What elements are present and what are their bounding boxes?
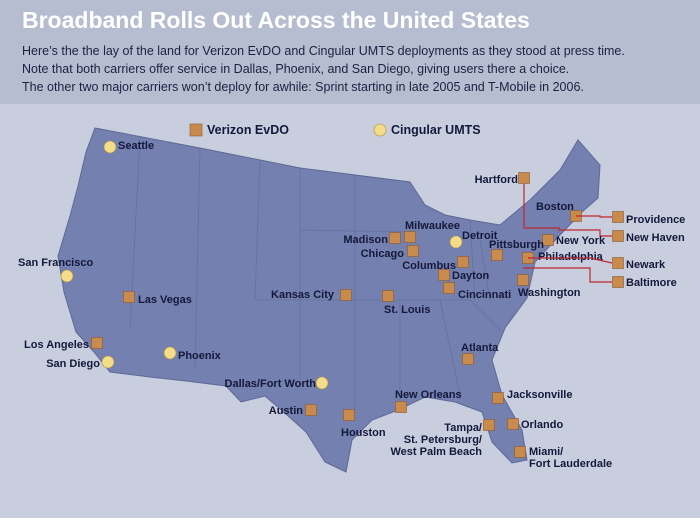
verizon-marker — [612, 257, 624, 269]
verizon-marker — [305, 404, 317, 416]
verizon-marker — [612, 276, 624, 288]
verizon-marker — [438, 269, 450, 281]
legend-swatch — [373, 123, 387, 137]
verizon-marker — [382, 290, 394, 302]
verizon-marker — [483, 419, 495, 431]
verizon-marker — [612, 230, 624, 242]
city-label: Phoenix — [178, 350, 222, 362]
city-label: St. Petersburg/ — [404, 434, 482, 446]
city-label: Atlanta — [461, 342, 499, 354]
subtitle-line: Here’s the the lay of the land for Veriz… — [22, 44, 625, 58]
cingular-marker — [60, 269, 74, 283]
city-label: Dallas/Fort Worth — [225, 378, 317, 390]
city-label: West Palm Beach — [390, 446, 482, 458]
city-label: Dayton — [452, 270, 490, 282]
verizon-marker — [542, 234, 554, 246]
legend-label: Verizon EvDO — [207, 123, 289, 137]
legend-swatch — [189, 123, 203, 137]
city-label: Seattle — [118, 140, 154, 152]
city-label: St. Louis — [384, 304, 430, 316]
city-label: Providence — [626, 214, 685, 226]
verizon-marker — [123, 291, 135, 303]
cingular-marker — [163, 346, 177, 360]
verizon-marker — [407, 245, 419, 257]
verizon-marker — [517, 274, 529, 286]
city-label: Los Angeles — [24, 339, 89, 351]
legend-label: Cingular UMTS — [391, 123, 481, 137]
city-label: Boston — [536, 201, 574, 213]
city-label: Philadelphia — [538, 251, 604, 263]
city-label: New York — [556, 235, 606, 247]
verizon-marker — [518, 172, 530, 184]
header-band — [0, 0, 700, 104]
connector — [558, 229, 612, 237]
city-label: Cincinnati — [458, 289, 511, 301]
verizon-marker — [91, 337, 103, 349]
city-label: San Diego — [46, 358, 100, 370]
connector — [523, 267, 612, 283]
city-label: Miami/ — [529, 446, 563, 458]
city-label: Pittsburgh — [489, 239, 544, 251]
connector — [523, 184, 560, 229]
cingular-marker — [103, 140, 117, 154]
city-label: Columbus — [402, 260, 456, 272]
city-label: Houston — [341, 427, 386, 439]
verizon-marker — [491, 249, 503, 261]
verizon-marker — [507, 418, 519, 430]
cingular-marker — [315, 376, 329, 390]
city-label: San Francisco — [18, 257, 93, 269]
city-label: Madison — [343, 234, 388, 246]
cingular-marker — [449, 235, 463, 249]
city-label: Newark — [626, 259, 666, 271]
city-label: Orlando — [521, 419, 563, 431]
city-label: New Haven — [626, 232, 685, 244]
city-label: Las Vegas — [138, 294, 192, 306]
city-label: Baltimore — [626, 277, 677, 289]
city-label: Milwaukee — [405, 220, 460, 232]
city-label: Washington — [518, 287, 581, 299]
verizon-marker — [389, 232, 401, 244]
verizon-marker — [395, 401, 407, 413]
city-label: Tampa/ — [444, 422, 482, 434]
city-label: New Orleans — [395, 389, 462, 401]
subtitle-line: Note that both carriers offer service in… — [22, 62, 569, 76]
verizon-marker — [443, 282, 455, 294]
city-label: Chicago — [361, 248, 405, 260]
city-label: Jacksonville — [507, 389, 572, 401]
verizon-marker — [343, 409, 355, 421]
connector — [528, 257, 613, 264]
city-label: Kansas City — [271, 289, 335, 301]
verizon-marker — [492, 392, 504, 404]
connector — [576, 215, 612, 218]
city-label: Detroit — [462, 230, 498, 242]
verizon-marker — [457, 256, 469, 268]
cingular-marker — [101, 355, 115, 369]
title: Broadband Rolls Out Across the United St… — [22, 7, 530, 33]
city-label: Fort Lauderdale — [529, 458, 612, 470]
verizon-marker — [612, 211, 624, 223]
verizon-marker — [404, 231, 416, 243]
verizon-marker — [462, 353, 474, 365]
verizon-marker — [514, 446, 526, 458]
city-label: Austin — [269, 405, 304, 417]
verizon-marker — [340, 289, 352, 301]
city-label: Hartford — [475, 174, 518, 186]
subtitle-line: The other two major carriers won’t deplo… — [22, 80, 584, 94]
